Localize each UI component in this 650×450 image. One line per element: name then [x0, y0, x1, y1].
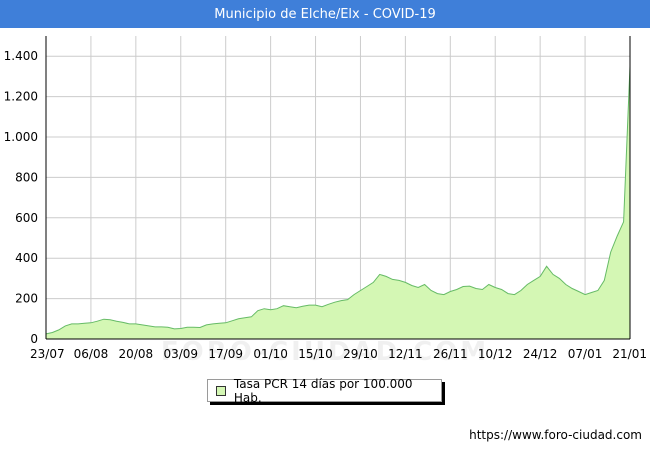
x-tick-label: 23/07	[30, 347, 65, 361]
y-tick-label: 800	[15, 170, 38, 184]
y-tick-label: 600	[15, 211, 38, 225]
x-tick-label: 12/11	[388, 347, 423, 361]
x-tick-label: 01/10	[253, 347, 288, 361]
source-url[interactable]: https://www.foro-ciudad.com	[469, 428, 642, 442]
y-tick-label: 1.000	[4, 130, 38, 144]
y-tick-label: 1.200	[4, 90, 38, 104]
x-tick-label: 26/11	[433, 347, 468, 361]
series-area	[46, 66, 630, 340]
x-tick-label: 07/01	[568, 347, 603, 361]
chart-title: Municipio de Elche/Elx - COVID-19	[214, 6, 436, 22]
x-tick-label: 29/10	[343, 347, 378, 361]
legend-label: Tasa PCR 14 días por 100.000 Hab.	[233, 376, 413, 405]
x-tick-label: 03/09	[163, 347, 198, 361]
x-tick-label: 10/12	[478, 347, 513, 361]
chart-title-bar: Municipio de Elche/Elx - COVID-19	[0, 0, 650, 28]
y-tick-label: 400	[15, 251, 38, 265]
legend-swatch	[216, 385, 226, 396]
y-tick-label: 200	[15, 292, 38, 306]
x-tick-label: 17/09	[208, 347, 243, 361]
x-tick-label: 20/08	[119, 347, 154, 361]
x-tick-label: 06/08	[74, 347, 109, 361]
x-tick-label: 21/01	[612, 347, 647, 361]
x-tick-label: 15/10	[298, 347, 333, 361]
y-tick-label: 1.400	[4, 49, 38, 63]
x-tick-label: 24/12	[523, 347, 558, 361]
series-line	[45, 66, 631, 335]
y-tick-label: 0	[30, 332, 38, 346]
chart-legend: Tasa PCR 14 días por 100.000 Hab.	[207, 376, 442, 405]
